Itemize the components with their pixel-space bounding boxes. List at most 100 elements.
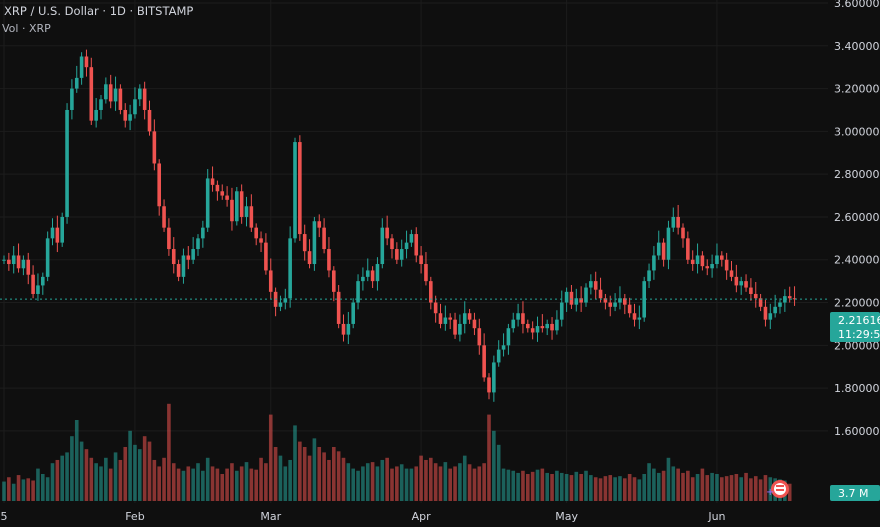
volume-bar (705, 475, 710, 501)
candle-body (627, 304, 632, 314)
volume-bar (79, 441, 84, 501)
candle-body (215, 184, 220, 192)
volume-bar (424, 459, 428, 501)
volume-bar (317, 447, 322, 501)
candle-body (283, 298, 288, 303)
volume-bar (429, 457, 433, 501)
volume-bar (467, 464, 472, 501)
volume-bar (623, 478, 627, 501)
candle-body (773, 306, 777, 314)
y-axis[interactable]: 1.60000 1.80000 2.00000 2.20000 2.40000 2.600… (834, 0, 880, 438)
candle-body (559, 302, 564, 320)
candle-body (230, 199, 234, 222)
candle-body (783, 296, 787, 303)
volume-label[interactable]: Vol · XRP (2, 22, 51, 35)
candle-body (254, 227, 258, 239)
volume-bar (482, 463, 486, 501)
x-axis[interactable]: 5 Feb Mar Apr May Jun (1, 510, 726, 523)
price-tag: 2.21616 11:29:58 (830, 312, 880, 342)
candle-body (569, 291, 574, 305)
candle-body (409, 234, 414, 243)
candle-body (506, 328, 511, 346)
volume-bar (244, 462, 249, 501)
volume-bar (31, 480, 35, 501)
candle-body (89, 67, 94, 121)
candle-body (346, 323, 351, 335)
candle-body (550, 323, 554, 331)
candle-body (147, 109, 152, 132)
candle-body (312, 221, 317, 265)
volume-bar (753, 476, 758, 501)
volume-bar (210, 466, 215, 501)
volume-bar (186, 466, 191, 501)
candle-body (545, 323, 549, 329)
y-tick-label: 3.40000 (834, 40, 880, 53)
volume-bar (254, 469, 258, 501)
candle-body (259, 238, 263, 243)
candle-body (540, 326, 545, 329)
volume-bar (380, 459, 385, 501)
volume-bar (50, 463, 55, 501)
price-tag-value: 2.21616 (838, 314, 880, 327)
volume-bar (302, 447, 307, 501)
volume-bar (108, 468, 113, 501)
candle-body (632, 313, 637, 320)
volume-bar (477, 466, 482, 501)
volume-bar (715, 474, 719, 501)
x-tick-label: Apr (412, 510, 432, 523)
candle-body (55, 227, 60, 243)
volume-bar (462, 455, 467, 501)
flag-icon[interactable]: + (766, 480, 789, 498)
volume-bar (220, 474, 225, 501)
volume-bar (152, 459, 157, 501)
volume-bar (618, 476, 622, 501)
volume-bar (535, 469, 540, 501)
volume-bar (225, 468, 229, 501)
volume-bar (758, 479, 763, 501)
volume-bar (147, 441, 152, 501)
candle-body (341, 323, 346, 335)
candle-body (162, 206, 166, 228)
candle-body (686, 238, 690, 260)
volume-bar (433, 463, 438, 501)
volume-bar (157, 466, 161, 501)
candle-body (268, 270, 273, 292)
volume-bar (84, 449, 89, 501)
candle-body (681, 227, 685, 239)
candle-body (186, 255, 191, 260)
candle-body (21, 259, 26, 269)
candle-body (327, 249, 331, 271)
candle-body (744, 281, 748, 288)
candle-body (201, 227, 205, 239)
candle-body (652, 255, 656, 271)
candle-body (579, 298, 583, 303)
candle-body (453, 319, 457, 335)
volume-bar (307, 455, 312, 501)
volume-bar (414, 466, 419, 501)
price-tag-box (830, 312, 880, 342)
candle-body (584, 287, 588, 303)
candle-body (516, 313, 520, 320)
volume-bar (671, 466, 676, 501)
volume-bar (584, 470, 588, 501)
x-tick-label: Feb (125, 510, 144, 523)
volume-bar (327, 459, 331, 501)
volume-bar (550, 474, 554, 501)
candle-body (661, 242, 666, 260)
volume-tag-value: 3.7 M (838, 487, 868, 500)
volume-bar (312, 438, 317, 501)
candle-body (210, 178, 215, 185)
candle-body (676, 216, 680, 228)
candle-body (589, 281, 593, 288)
volume-bar (739, 477, 743, 501)
volume-bar (7, 477, 11, 501)
volume-bar (288, 459, 292, 501)
volume-bar (390, 468, 394, 501)
candle-body (167, 227, 171, 250)
candle-body (365, 270, 370, 277)
chart-title[interactable]: XRP / U.S. Dollar · 1D · BITSTAMP (4, 4, 193, 18)
volume-bar (404, 468, 409, 501)
volume-bar (438, 466, 443, 501)
volume-bar (632, 477, 637, 501)
